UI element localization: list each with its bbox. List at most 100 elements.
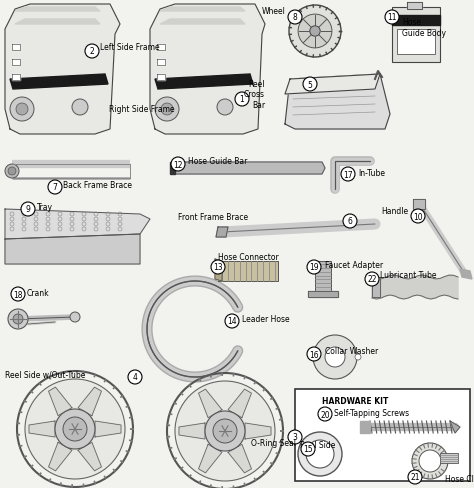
Text: Back Frame Brace: Back Frame Brace	[63, 180, 132, 189]
Text: Right Side Frame: Right Side Frame	[109, 105, 175, 114]
Text: 17: 17	[343, 170, 353, 179]
Polygon shape	[215, 260, 222, 282]
Polygon shape	[12, 75, 20, 81]
Circle shape	[343, 215, 357, 228]
Polygon shape	[5, 235, 140, 264]
Polygon shape	[10, 75, 108, 90]
Polygon shape	[407, 3, 422, 10]
Circle shape	[412, 443, 448, 479]
Text: 8: 8	[292, 14, 297, 22]
Circle shape	[63, 417, 87, 441]
Polygon shape	[78, 387, 101, 416]
Bar	[440, 453, 458, 463]
Polygon shape	[15, 20, 100, 25]
Polygon shape	[12, 45, 20, 51]
Polygon shape	[157, 75, 165, 81]
Polygon shape	[372, 278, 380, 297]
Circle shape	[288, 430, 302, 444]
Polygon shape	[160, 8, 245, 12]
Circle shape	[313, 335, 357, 379]
Polygon shape	[392, 16, 440, 26]
Polygon shape	[228, 445, 252, 473]
Polygon shape	[48, 443, 72, 471]
Text: 2: 2	[90, 47, 94, 57]
Text: Hose
Guide Body: Hose Guide Body	[402, 18, 446, 38]
Polygon shape	[12, 60, 20, 66]
Text: 16: 16	[309, 350, 319, 359]
Circle shape	[171, 158, 185, 172]
Text: Hose Guide Bar: Hose Guide Bar	[188, 157, 247, 166]
Circle shape	[48, 181, 62, 195]
Circle shape	[175, 381, 275, 481]
Polygon shape	[5, 209, 150, 240]
Circle shape	[310, 27, 320, 37]
Circle shape	[8, 168, 16, 176]
Circle shape	[225, 314, 239, 328]
Circle shape	[5, 164, 19, 179]
Circle shape	[72, 100, 88, 116]
Bar	[218, 262, 278, 282]
Polygon shape	[157, 45, 165, 51]
Polygon shape	[199, 389, 222, 418]
Circle shape	[341, 168, 355, 182]
Polygon shape	[155, 75, 253, 90]
Circle shape	[13, 314, 23, 325]
Circle shape	[307, 261, 321, 274]
Circle shape	[408, 470, 422, 484]
Circle shape	[385, 11, 399, 25]
Text: 21: 21	[410, 472, 420, 482]
Text: In-Tube: In-Tube	[358, 168, 385, 177]
Polygon shape	[308, 291, 338, 297]
Circle shape	[303, 78, 317, 92]
Circle shape	[11, 287, 25, 302]
Circle shape	[213, 419, 237, 443]
Text: 11: 11	[387, 14, 397, 22]
Circle shape	[301, 442, 315, 456]
Circle shape	[70, 312, 80, 323]
Circle shape	[288, 11, 302, 25]
Text: Reel Side: Reel Side	[300, 440, 336, 448]
Text: Faucet Adapter: Faucet Adapter	[325, 260, 383, 269]
Polygon shape	[29, 421, 55, 437]
Circle shape	[355, 354, 361, 360]
Text: 20: 20	[320, 409, 330, 419]
Circle shape	[235, 93, 249, 107]
Text: Self-Tapping Screws: Self-Tapping Screws	[334, 407, 409, 417]
Polygon shape	[15, 8, 100, 12]
Circle shape	[16, 104, 28, 116]
Text: 15: 15	[303, 445, 313, 453]
Polygon shape	[245, 423, 271, 439]
Text: Front Frame Brace: Front Frame Brace	[178, 213, 248, 222]
Circle shape	[21, 203, 35, 217]
Polygon shape	[5, 5, 120, 135]
Polygon shape	[179, 423, 205, 439]
Circle shape	[419, 450, 441, 472]
Text: Crank: Crank	[27, 288, 50, 297]
Text: Handle: Handle	[381, 207, 408, 216]
Polygon shape	[285, 75, 390, 130]
Text: Lubricant Tube: Lubricant Tube	[380, 270, 437, 279]
Text: 6: 6	[347, 217, 353, 226]
Bar	[397, 30, 435, 55]
Text: 1: 1	[240, 95, 245, 104]
Text: 4: 4	[133, 373, 137, 382]
Polygon shape	[175, 163, 325, 175]
Bar	[295, 389, 470, 481]
Text: 22: 22	[367, 275, 377, 284]
Circle shape	[298, 15, 332, 49]
Circle shape	[85, 45, 99, 59]
Circle shape	[55, 409, 95, 449]
Circle shape	[205, 411, 245, 451]
Circle shape	[10, 98, 34, 122]
Text: 9: 9	[26, 205, 30, 214]
Text: O-Ring Seal: O-Ring Seal	[251, 438, 296, 447]
Text: 3: 3	[292, 433, 298, 442]
Polygon shape	[285, 75, 380, 95]
Text: 7: 7	[53, 183, 57, 192]
Circle shape	[306, 440, 334, 468]
Polygon shape	[95, 421, 121, 437]
Text: Reel
Cross
Bar: Reel Cross Bar	[244, 80, 265, 110]
Polygon shape	[199, 445, 222, 473]
Polygon shape	[48, 387, 72, 416]
Circle shape	[318, 407, 332, 421]
